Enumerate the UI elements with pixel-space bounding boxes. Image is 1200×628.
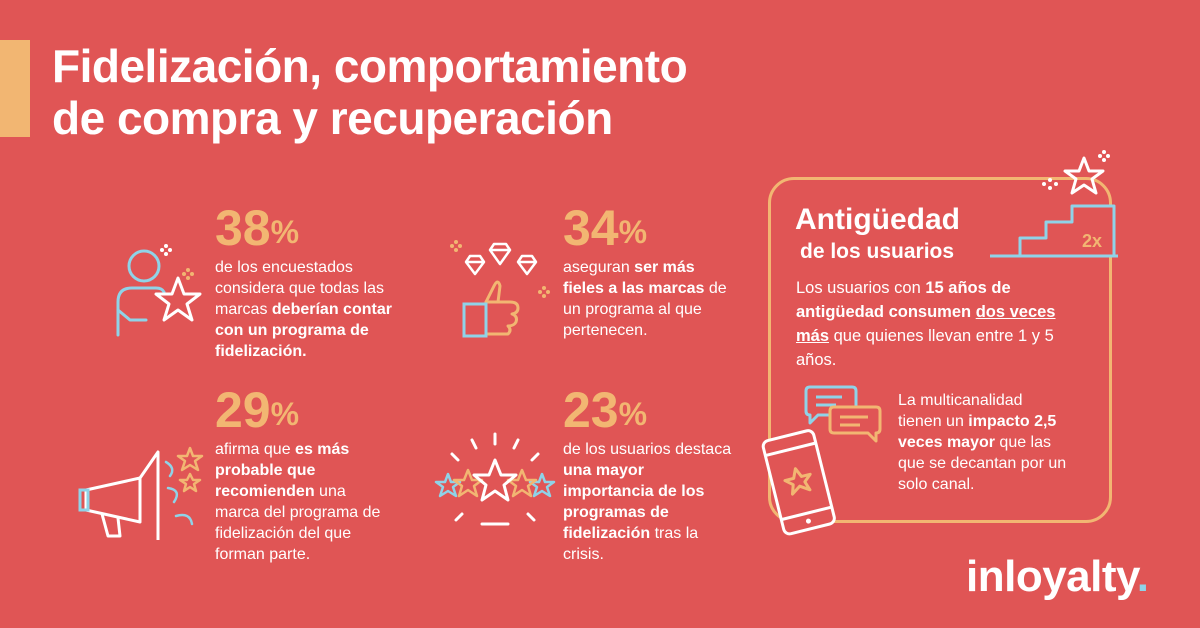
thumbs-up-diamonds-icon: [450, 240, 550, 338]
panel-subtitle: de los usuarios: [800, 240, 955, 263]
page-title: Fidelización, comportamiento de compra y…: [52, 40, 688, 144]
stat-description: de los encuestados considera que todas l…: [215, 259, 392, 360]
stat-description: aseguran ser más fieles a las marcas de …: [563, 259, 727, 339]
stat-value: 34%: [563, 200, 648, 256]
stat-value: 38%: [215, 200, 300, 256]
stat-38: 38% de los encuestados considera que tod…: [215, 203, 415, 362]
stat-description: de los usuarios destaca una mayor import…: [563, 441, 732, 563]
title-accent-bar: [0, 40, 30, 137]
seniority-panel: [768, 177, 1112, 523]
page-title-line-2: de compra y recuperación: [52, 92, 613, 144]
stat-23: 23% de los usuarios destaca una mayor im…: [563, 385, 733, 565]
panel-paragraph-2: La multicanalidad tienen un impacto 2,5 …: [898, 392, 1067, 493]
panel-title: Antigüedad: [795, 203, 960, 236]
stat-value: 29%: [215, 382, 300, 438]
person-star-icon: [116, 244, 202, 337]
chat-bubbles-icon: [804, 385, 882, 443]
stairs-star-icon: 2x: [990, 150, 1118, 258]
five-stars-icon: [434, 432, 556, 526]
stat-29: 29% afirma que es más probable que recom…: [215, 385, 383, 565]
inloyalty-logo: inloyalty.: [966, 552, 1149, 601]
badge-2x: 2x: [1082, 231, 1102, 251]
megaphone-icon: [78, 446, 204, 540]
stat-34: 34% aseguran ser más fieles a las marcas…: [563, 203, 733, 341]
smartphone-star-icon: [761, 429, 836, 536]
stat-value: 23%: [563, 382, 648, 438]
stat-description: afirma que es más probable que recomiend…: [215, 441, 381, 563]
page-title-line-1: Fidelización, comportamiento: [52, 40, 688, 92]
panel-paragraph-1: Los usuarios con 15 años de antigüedad c…: [796, 279, 1056, 369]
